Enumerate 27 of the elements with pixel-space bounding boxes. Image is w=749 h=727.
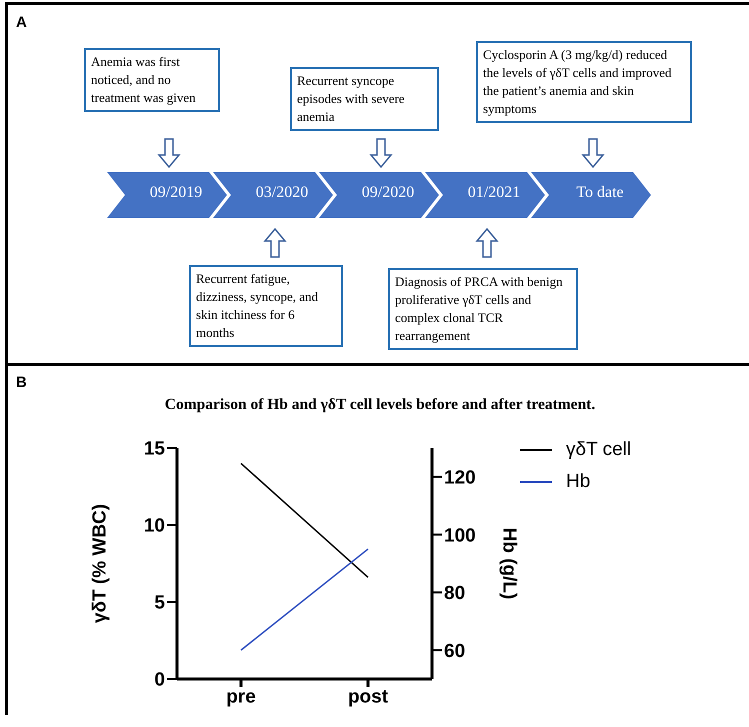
legend-label: γδT cell (566, 439, 632, 461)
text: B (16, 374, 27, 391)
y2-axis-title: Hb (g/L) (498, 528, 520, 600)
y-tick-label: 10 (144, 516, 165, 537)
y2-tick-label: 80 (444, 583, 466, 604)
callout-box: Cyclosporin A (3 mg/kg/d) reduced the levels of γδT cells and improved the patient’s anemia and skin symptoms (476, 41, 692, 123)
legend-label: Hb (566, 471, 590, 493)
y-tick-label: 15 (144, 438, 166, 460)
callout-box: Diagnosis of PRCA with benign proliferative γδT cells and complex clonal TCR rearrangement (388, 268, 578, 350)
y-axis-title: γδT (% WBC) (90, 504, 111, 624)
x-tick-label: post (348, 686, 389, 708)
callout-box: Recurrent syncope episodes with severe anemia (290, 67, 439, 131)
callout-box: Recurrent fatigue, dizziness, syncope, and skin itchiness for 6 months (189, 265, 343, 347)
y-tick-label: 5 (154, 592, 166, 614)
category-label: 01/2021 (466, 184, 522, 202)
y2-tick-label: 120 (444, 468, 476, 489)
category-label: 03/2020 (254, 184, 310, 202)
x-tick-label: pre (226, 686, 256, 708)
y-tick-label: 0 (154, 670, 165, 691)
category-label: To date (575, 184, 625, 202)
y2-tick-label: 60 (444, 640, 466, 662)
chart-title: Comparison of Hb and γδT cell levels before and after treatment. (164, 396, 596, 414)
category-label: 09/2020 (360, 184, 416, 202)
category-label: 09/2019 (148, 184, 204, 202)
text: A (16, 14, 27, 31)
y2-tick-label: 100 (444, 525, 476, 546)
callout-box: Anemia was first noticed, and no treatment was given (84, 48, 220, 112)
